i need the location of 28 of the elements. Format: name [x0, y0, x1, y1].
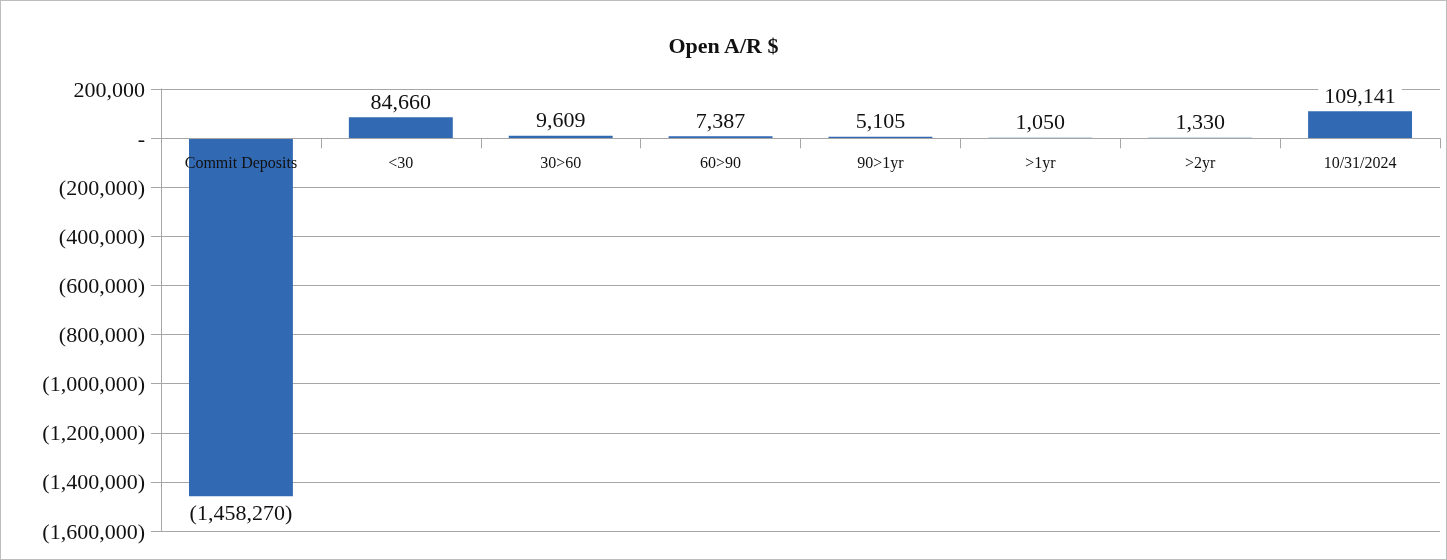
y-tick-label: (1,000,000) — [42, 371, 145, 397]
x-tick-label: >2yr — [1185, 153, 1217, 172]
y-tick-label: (600,000) — [58, 272, 145, 298]
y-tick-label: - — [137, 125, 145, 151]
bar — [1308, 111, 1413, 139]
data-label: 84,660 — [370, 88, 432, 114]
x-tick-label: 30>60 — [540, 153, 582, 171]
y-tick-label: (1,200,000) — [42, 420, 145, 446]
data-label: 9,609 — [535, 107, 586, 133]
x-tick-label: <30 — [388, 153, 414, 171]
data-label: 5,105 — [855, 108, 906, 134]
x-tick-label: >1yr — [1025, 153, 1057, 172]
data-label: 1,050 — [1015, 109, 1066, 135]
bar — [348, 117, 453, 139]
data-label: 1,330 — [1175, 109, 1225, 135]
x-tick-label: 60>90 — [700, 153, 742, 171]
y-tick-label: 200,000 — [73, 76, 145, 102]
x-tick-label: 90>1yr — [857, 153, 905, 172]
chart-title: Open A/R $ — [668, 32, 779, 58]
y-tick-label: (200,000) — [58, 174, 145, 200]
y-tick-label: (1,600,000) — [42, 518, 145, 544]
data-label: 109,141 — [1324, 82, 1396, 108]
x-tick-label: 10/31/2024 — [1323, 153, 1397, 171]
y-tick-label: (400,000) — [58, 223, 145, 249]
y-tick-label: (1,400,000) — [42, 469, 145, 495]
data-label: (1,458,270) — [189, 499, 293, 525]
data-label: 7,387 — [695, 107, 746, 133]
y-tick-label: (800,000) — [58, 322, 145, 348]
